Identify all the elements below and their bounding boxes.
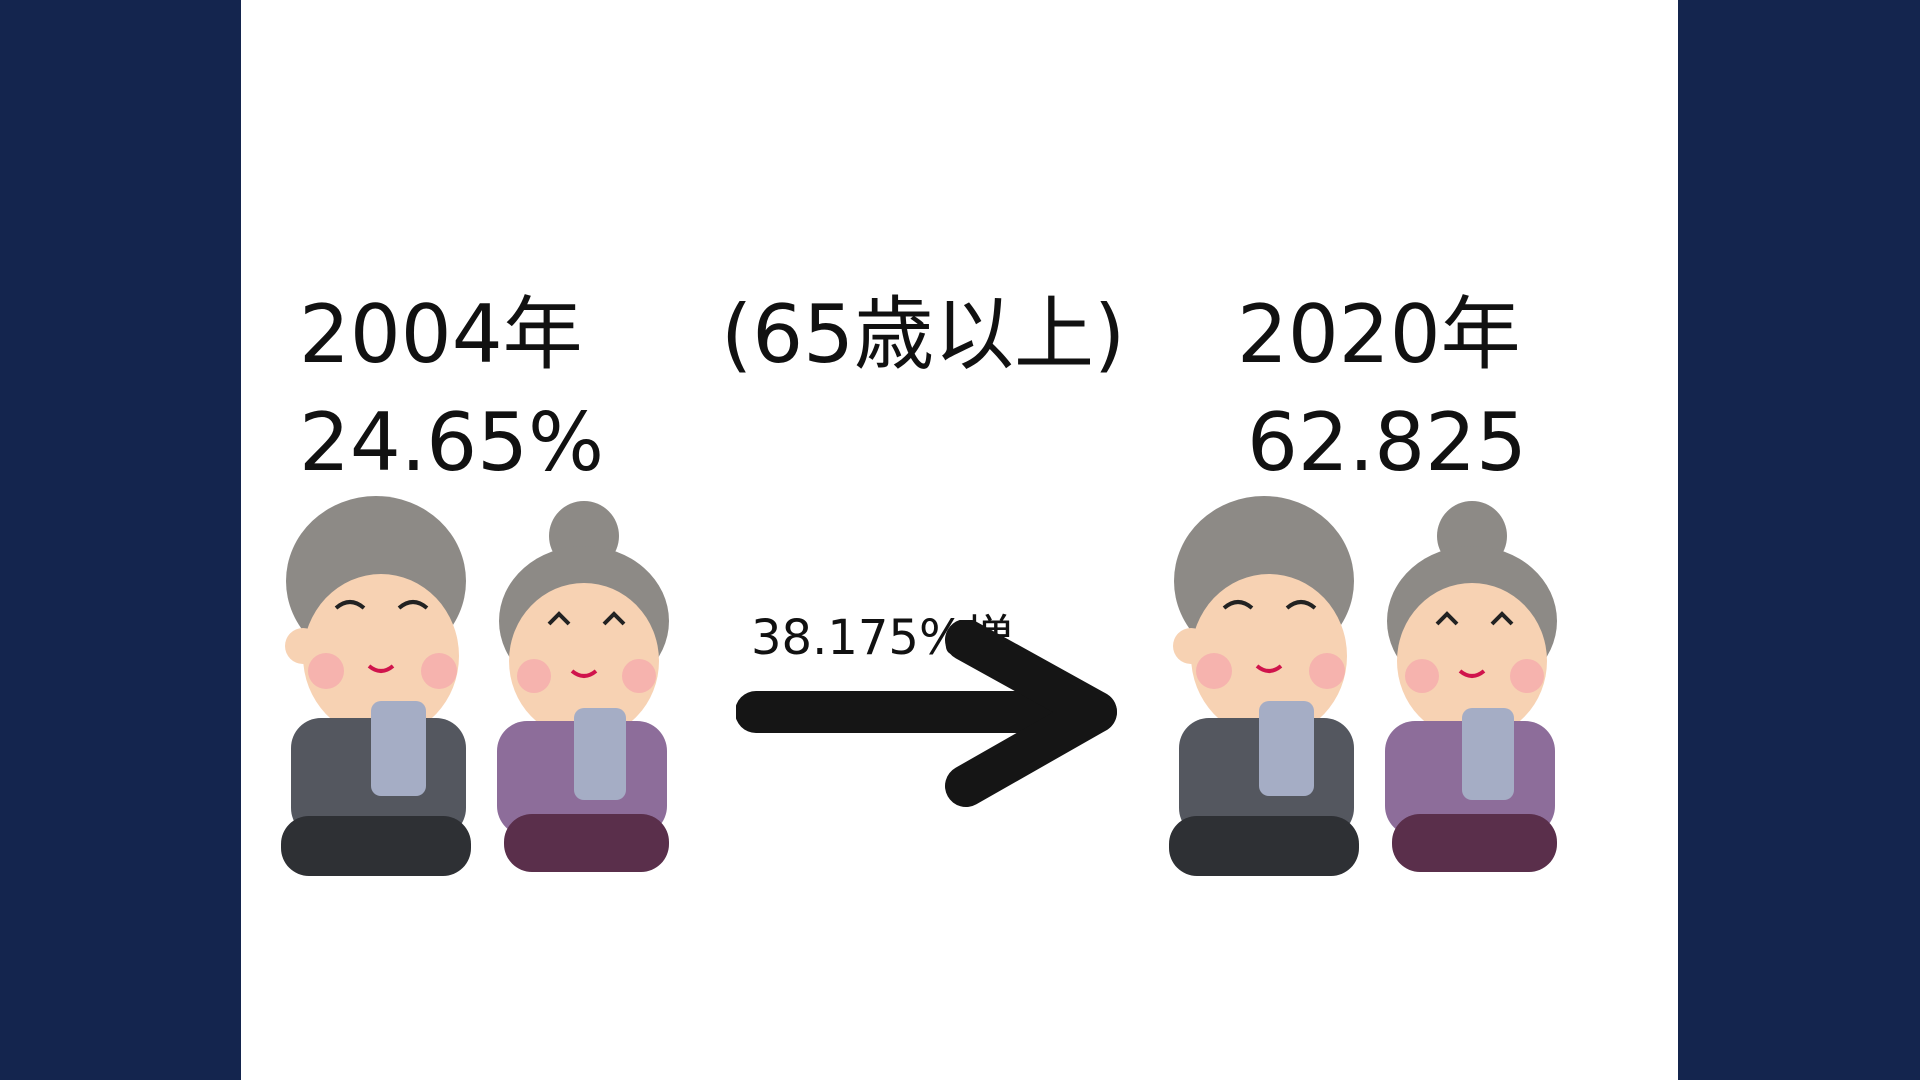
grandma-icon-2020 [1385,501,1557,872]
center-age-label: (65歳以上) [721,288,1126,381]
right-year-label: 2020年 [1237,288,1521,381]
right-value-label: 62.825 [1247,396,1527,489]
left-value-label: 24.65% [299,396,605,489]
grandpa-icon [281,496,471,876]
slide-canvas: 2004年 24.65% (65歳以上) 2020年 62.825 38.175… [241,0,1678,1080]
right-arrow-icon [736,620,1117,807]
grandma-icon [497,501,669,872]
grandpa-icon-2020 [1169,496,1359,876]
left-year-label: 2004年 [299,288,583,381]
